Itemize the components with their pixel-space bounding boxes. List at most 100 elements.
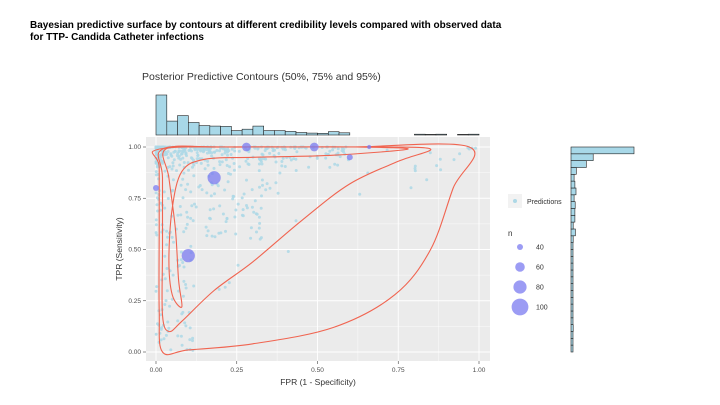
prediction-point (217, 231, 221, 235)
prediction-point (438, 157, 442, 161)
prediction-point (184, 324, 188, 328)
prediction-point (228, 165, 232, 169)
prediction-point (435, 164, 439, 168)
prediction-point (162, 190, 166, 194)
prediction-point (324, 152, 328, 156)
right-hist-bar (570, 201, 576, 209)
prediction-point (225, 164, 229, 167)
prediction-point (166, 235, 170, 239)
prediction-point (257, 226, 261, 230)
prediction-point (178, 163, 182, 167)
prediction-point (216, 184, 220, 188)
prediction-point (277, 152, 281, 155)
prediction-point (163, 169, 167, 173)
right-hist-bar (570, 331, 574, 339)
prediction-point (261, 183, 264, 187)
prediction-point (205, 234, 209, 238)
prediction-point (182, 265, 186, 269)
prediction-point (259, 160, 263, 163)
prediction-point (166, 150, 170, 153)
prediction-point (172, 150, 176, 154)
prediction-point (213, 150, 217, 154)
prediction-point (182, 147, 185, 151)
legend-predictions-label: Predictions (527, 199, 562, 206)
right-hist-bar (570, 269, 574, 278)
prediction-point (190, 149, 193, 153)
prediction-point (234, 232, 238, 236)
prediction-point (179, 334, 183, 338)
prediction-point (184, 283, 188, 286)
prediction-point (159, 158, 163, 162)
prediction-point (256, 147, 260, 151)
prediction-point (206, 229, 210, 233)
prediction-point (186, 215, 190, 219)
right-marginal-histogram (570, 146, 635, 353)
legend-size-label: 40 (536, 245, 544, 252)
prediction-point (210, 154, 214, 158)
prediction-point (182, 171, 186, 175)
prediction-point (189, 190, 193, 194)
prediction-point (165, 243, 169, 247)
prediction-point (208, 217, 212, 221)
observed-points (153, 142, 372, 263)
right-hist-bar (570, 262, 574, 271)
prediction-point (182, 161, 186, 164)
prediction-point (163, 277, 167, 281)
prediction-point (260, 178, 264, 182)
prediction-point (245, 178, 248, 182)
prediction-point (205, 148, 209, 152)
prediction-point (181, 261, 185, 264)
prediction-point (179, 152, 183, 156)
prediction-point (268, 151, 272, 155)
prediction-point (260, 194, 263, 198)
prediction-point (198, 157, 202, 161)
prediction-point (180, 312, 184, 316)
observed-point (242, 142, 251, 152)
slide-title-line1: Bayesian predictive surface by contours … (30, 20, 502, 31)
prediction-point (338, 155, 342, 159)
prediction-point (226, 180, 230, 184)
prediction-point (203, 167, 207, 171)
observed-point (367, 144, 372, 150)
top-hist-bar (155, 94, 168, 136)
right-hist-bar (570, 180, 576, 189)
prediction-point (250, 188, 254, 192)
prediction-point (295, 150, 299, 154)
prediction-point (192, 174, 196, 178)
prediction-point (157, 145, 161, 149)
prediction-point (204, 225, 208, 229)
prediction-point (205, 191, 209, 195)
prediction-point (209, 194, 213, 198)
prediction-point (181, 177, 185, 181)
prediction-point (165, 289, 169, 293)
prediction-point (452, 158, 456, 162)
prediction-point (181, 294, 185, 298)
y-tick-label: 0.00 (128, 349, 141, 356)
prediction-point (265, 182, 269, 186)
legend-size-circle (517, 244, 523, 250)
prediction-point (155, 196, 159, 200)
prediction-point (182, 230, 186, 234)
prediction-point (218, 204, 222, 208)
prediction-point (164, 299, 168, 303)
top-hist-bar (467, 133, 480, 136)
prediction-point (208, 208, 212, 212)
prediction-point (154, 170, 158, 174)
prediction-point (155, 203, 159, 207)
prediction-point (232, 168, 236, 172)
observed-point (153, 185, 159, 191)
prediction-point (336, 163, 340, 167)
legend-size-label: 60 (536, 265, 544, 272)
prediction-point (187, 168, 190, 172)
slide-title-line2: for TTP- Candida Catheter infections (30, 32, 204, 43)
right-hist-bar (570, 276, 574, 284)
prediction-point (286, 250, 290, 253)
prediction-point (180, 343, 184, 347)
prediction-point (244, 159, 248, 163)
prediction-point (245, 206, 249, 210)
x-tick-label: 1.00 (473, 367, 486, 374)
y-tick-label: 0.25 (128, 298, 141, 305)
prediction-point (409, 186, 413, 190)
prediction-point (198, 148, 202, 152)
prediction-point (258, 185, 261, 189)
